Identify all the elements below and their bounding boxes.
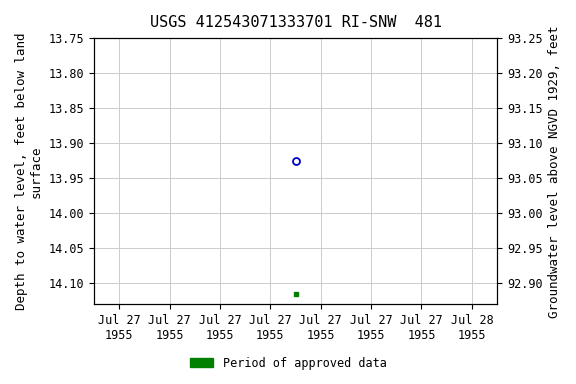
- Legend: Period of approved data: Period of approved data: [185, 352, 391, 374]
- Y-axis label: Depth to water level, feet below land
surface: Depth to water level, feet below land su…: [15, 33, 43, 310]
- Y-axis label: Groundwater level above NGVD 1929, feet: Groundwater level above NGVD 1929, feet: [548, 25, 561, 318]
- Title: USGS 412543071333701 RI-SNW  481: USGS 412543071333701 RI-SNW 481: [150, 15, 441, 30]
